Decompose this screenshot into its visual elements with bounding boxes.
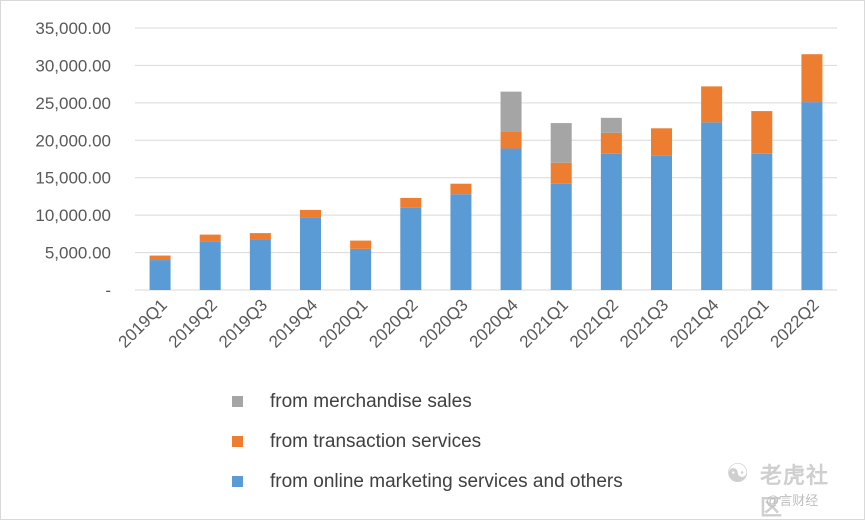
watermark: ☯ 老虎社区 @言财经	[726, 458, 851, 520]
bar-segment	[550, 123, 572, 163]
x-tick-label: 2021Q4	[666, 295, 722, 351]
bar-segment	[651, 155, 672, 290]
bar-segment	[249, 239, 271, 290]
bar-segment	[600, 132, 622, 154]
legend-label: from transaction services	[270, 431, 482, 452]
legend-swatch	[232, 436, 243, 447]
x-tick-label: 2021Q3	[616, 295, 672, 351]
x-tick-label: 2021Q1	[516, 295, 572, 351]
bar-segment	[500, 131, 522, 149]
y-axis-ticks: - 5,000.00 10,000.00 15,000.00 20,000.00 25,0…	[35, 19, 111, 300]
bar-segment	[350, 248, 372, 290]
legend-swatch	[232, 396, 243, 407]
bar-segment	[600, 153, 622, 290]
x-tick-label: 2022Q2	[767, 295, 823, 351]
bar-segment	[400, 197, 422, 208]
bar-segment	[149, 260, 171, 290]
x-tick-label: 2021Q2	[566, 295, 622, 351]
bar-segment	[450, 194, 472, 290]
bar-segment	[350, 240, 372, 249]
bar-segment	[400, 207, 422, 290]
x-tick-label: 2019Q3	[215, 295, 271, 351]
bar-segment	[450, 183, 472, 195]
legend-swatch	[232, 476, 243, 487]
y-tick-label: 25,000.00	[35, 94, 111, 113]
bar-segment	[149, 255, 171, 261]
x-tick-label: 2020Q1	[315, 295, 371, 351]
tiger-logo-icon: ☯	[726, 458, 750, 488]
legend-label: from merchandise sales	[270, 391, 472, 412]
x-tick-label: 2020Q2	[365, 295, 421, 351]
bar-segment	[300, 209, 321, 218]
bar-segment	[550, 183, 572, 290]
bar-segment	[550, 162, 572, 184]
bar-segment	[300, 217, 321, 290]
bar-segment	[600, 117, 622, 133]
legend-label: from online marketing services and other…	[270, 471, 623, 492]
bar-segment	[751, 111, 773, 154]
bar-segment	[801, 54, 823, 103]
bar-segment	[651, 128, 672, 156]
bar-segment	[199, 241, 221, 290]
bar-segment	[701, 86, 723, 123]
gridlines	[135, 27, 837, 291]
watermark-main: 老虎社区	[760, 463, 830, 520]
bar-segment	[500, 148, 522, 290]
bar-segment	[500, 91, 522, 132]
bar-segment	[199, 234, 221, 242]
y-tick-label: 5,000.00	[45, 244, 111, 263]
x-tick-label: 2019Q1	[115, 295, 171, 351]
y-tick-label: 30,000.00	[35, 56, 111, 75]
x-tick-label: 2019Q2	[165, 295, 221, 351]
x-axis-ticks: 2019Q12019Q22019Q32019Q42020Q12020Q22020…	[115, 295, 823, 351]
x-tick-label: 2020Q4	[466, 295, 522, 351]
x-tick-label: 2020Q3	[416, 295, 472, 351]
x-tick-label: 2019Q4	[265, 295, 321, 351]
y-tick-label: 15,000.00	[35, 169, 111, 188]
y-tick-label: 10,000.00	[35, 206, 111, 225]
bars	[149, 54, 823, 290]
y-tick-label: 20,000.00	[35, 131, 111, 150]
y-tick-label: -	[105, 281, 111, 300]
watermark-sub: @言财经	[766, 493, 819, 508]
bar-segment	[701, 122, 723, 290]
bar-segment	[249, 233, 271, 240]
x-tick-label: 2022Q1	[716, 295, 772, 351]
bar-segment	[751, 153, 773, 290]
bar-segment	[801, 102, 823, 290]
y-tick-label: 35,000.00	[35, 19, 111, 38]
